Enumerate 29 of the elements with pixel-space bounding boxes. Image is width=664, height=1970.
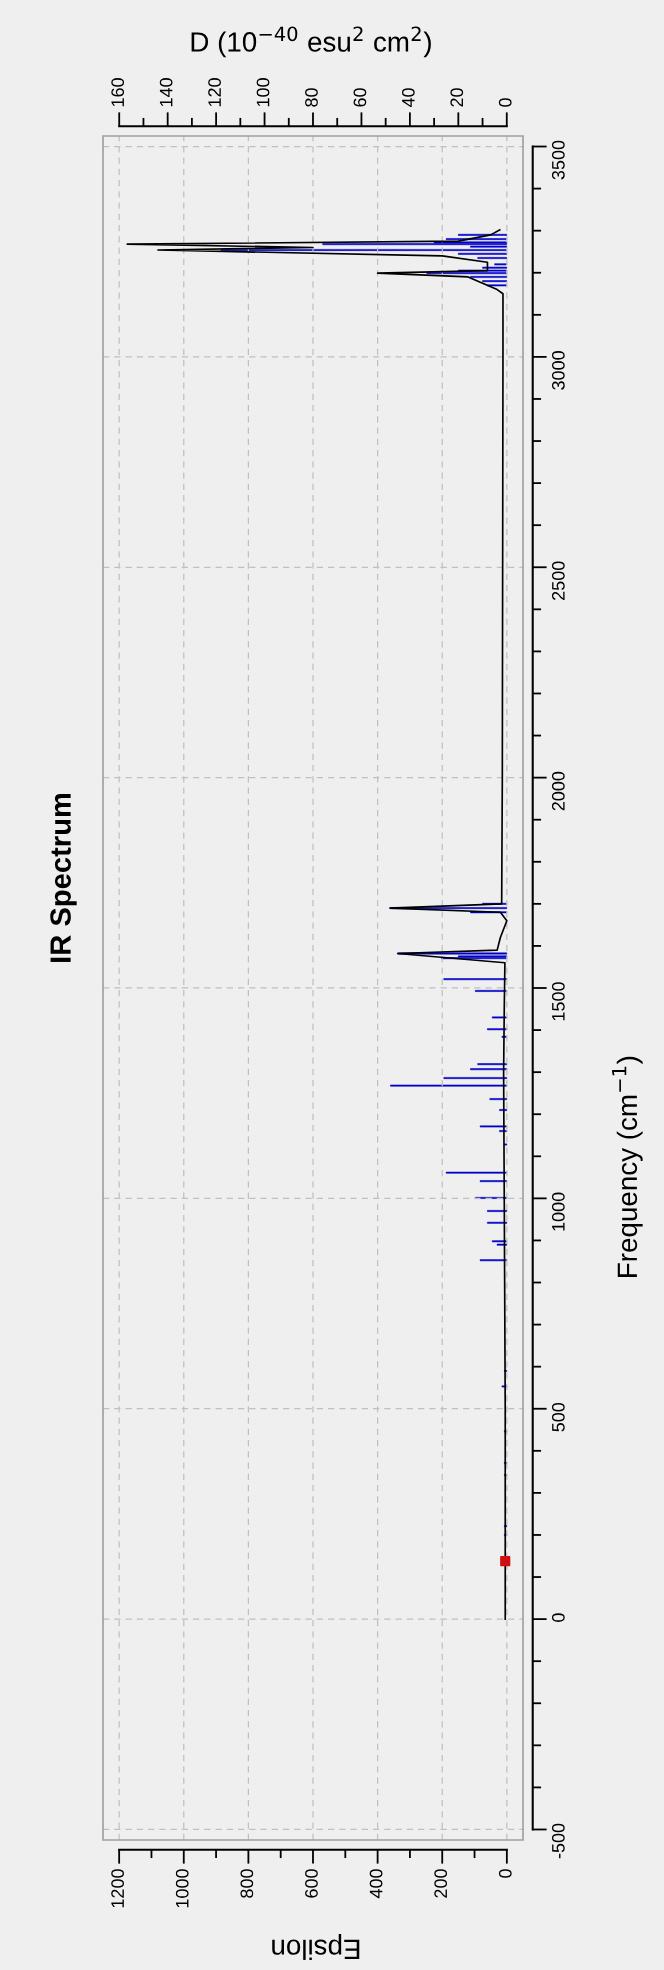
x-tick-label: 200 (434, 1869, 448, 1898)
x-tick-label: 400 (369, 1869, 383, 1899)
x2-tick-label: 60 (353, 88, 367, 107)
x2-tick-label: 120 (208, 78, 221, 107)
y-tick-label: 3000 (551, 351, 565, 390)
y-tick-label: 0 (551, 1613, 565, 1622)
x2-tick-label: 40 (401, 88, 415, 108)
x2-tick-label: 20 (450, 88, 464, 107)
x2-tick-label: 160 (111, 78, 125, 107)
y-tick-label: 1500 (551, 982, 565, 1021)
x-tick-label: 1000 (175, 1869, 189, 1908)
x-tick-label: 600 (305, 1869, 318, 1898)
x2-tick-label: 0 (498, 98, 512, 107)
y-tick-label: 3500 (551, 140, 565, 180)
text: IR Spectrum (50, 793, 77, 962)
x2-tick-label: 140 (159, 78, 173, 107)
y-tick-label: 500 (551, 1402, 565, 1432)
x-tick-label: 0 (498, 1869, 512, 1878)
y-tick-label: 2500 (551, 561, 565, 600)
x2-tick-label: 80 (305, 88, 318, 107)
y-tick-label: 1000 (551, 1192, 565, 1231)
x-axis-title: Epsilon (272, 1934, 360, 1960)
x-tick-label: 800 (240, 1869, 254, 1898)
x2-axis-title: D (10$^{−40}$ esu$^{2}$ cm$^{2}$) (191, 26, 431, 58)
y-axis-title: Frequency (cm$^{−1}$) (612, 1056, 643, 1277)
y-tick-label: -500 (551, 1823, 565, 1859)
x-tick-label: 1200 (111, 1869, 124, 1908)
y-tick-label: 2000 (551, 771, 565, 811)
x2-tick-label: 100 (256, 78, 270, 107)
